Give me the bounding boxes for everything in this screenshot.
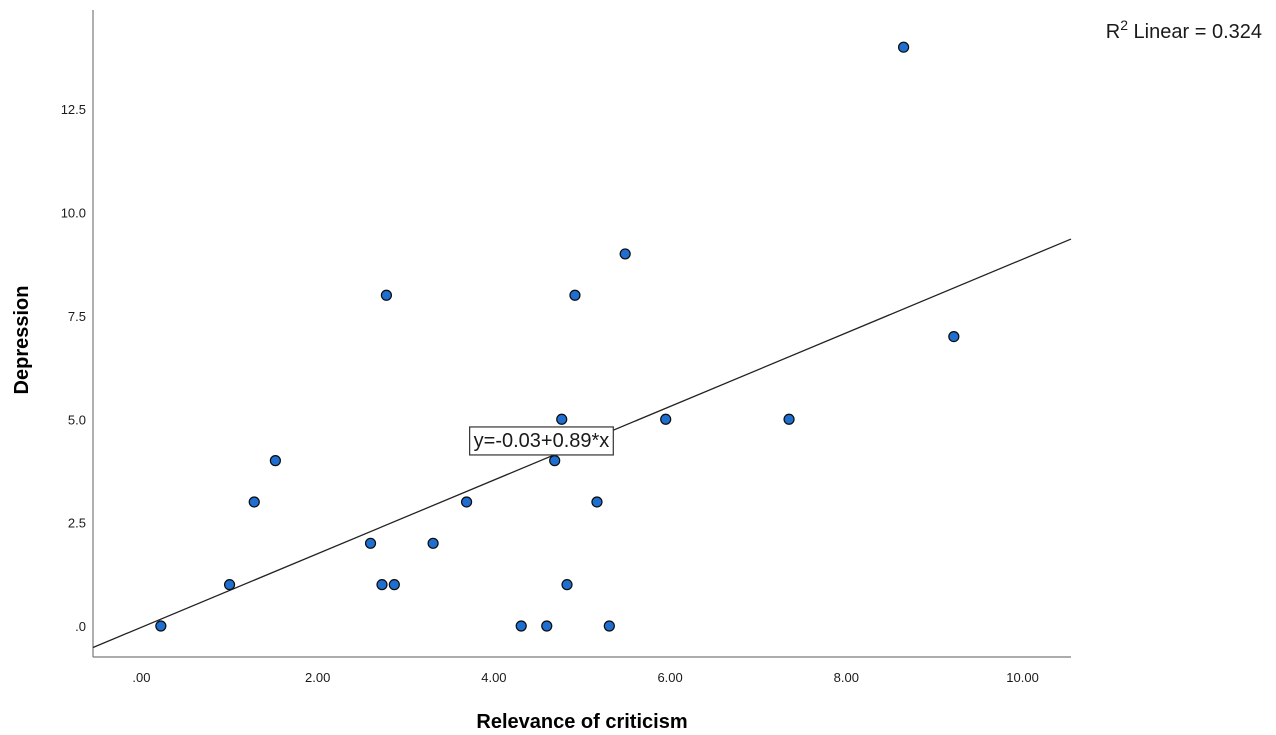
r-squared-prefix: R bbox=[1106, 21, 1120, 43]
scatter-point bbox=[660, 413, 672, 425]
scatter-point bbox=[783, 413, 795, 425]
scatter-point bbox=[556, 413, 568, 425]
y-tick-label: 12.5 bbox=[61, 102, 86, 117]
y-axis-title: Depression bbox=[11, 286, 33, 395]
scatter-point bbox=[376, 579, 388, 591]
x-tick-label: 10.00 bbox=[1006, 670, 1039, 685]
x-tick-label: 6.00 bbox=[657, 670, 682, 685]
r-squared-sup: 2 bbox=[1120, 17, 1128, 33]
scatter-point bbox=[155, 620, 167, 632]
y-tick-label: .0 bbox=[75, 619, 86, 634]
r-squared-value: Linear = 0.324 bbox=[1128, 21, 1262, 43]
x-tick-label: 4.00 bbox=[481, 670, 506, 685]
x-tick-label: 8.00 bbox=[834, 670, 859, 685]
scatter-point bbox=[388, 579, 400, 591]
scatter-point bbox=[561, 579, 573, 591]
scatter-point bbox=[591, 496, 603, 508]
scatter-point bbox=[569, 289, 581, 301]
r-squared-label: R2 Linear = 0.324 bbox=[1106, 17, 1262, 43]
scatter-point bbox=[380, 289, 392, 301]
scatter-point bbox=[269, 455, 281, 467]
x-tick-label: 2.00 bbox=[305, 670, 330, 685]
equation-box-frame bbox=[469, 426, 614, 456]
scatter-point bbox=[364, 537, 377, 549]
equation-box: y=-0.03+0.89*x bbox=[469, 426, 614, 456]
scatter-point bbox=[549, 455, 561, 467]
data-points bbox=[155, 41, 960, 632]
y-tick-label: 2.5 bbox=[68, 516, 86, 531]
equation-label: y=-0.03+0.89*x bbox=[474, 430, 610, 452]
scatter-point bbox=[619, 248, 631, 260]
scatter-point bbox=[897, 41, 910, 53]
scatter-point bbox=[948, 331, 960, 343]
scatter-point bbox=[460, 496, 473, 508]
scatter-point bbox=[603, 620, 615, 632]
scatter-point bbox=[515, 620, 527, 632]
x-axis-ticks: .00 2.00 4.00 6.00 8.00 10.00 bbox=[132, 670, 1038, 685]
y-tick-label: 7.5 bbox=[68, 309, 86, 324]
y-tick-label: 5.0 bbox=[68, 412, 86, 427]
scatter-point bbox=[248, 496, 260, 508]
y-axis-ticks: .0 2.5 5.0 7.5 10.0 12.5 bbox=[61, 102, 86, 634]
y-tick-label: 10.0 bbox=[61, 206, 86, 221]
scatter-point bbox=[541, 620, 553, 632]
axes bbox=[92, 10, 1071, 658]
x-tick-label: .00 bbox=[132, 670, 150, 685]
x-axis-title: Relevance of criticism bbox=[476, 711, 687, 733]
scatter-point bbox=[223, 579, 236, 591]
scatter-point bbox=[427, 537, 439, 549]
